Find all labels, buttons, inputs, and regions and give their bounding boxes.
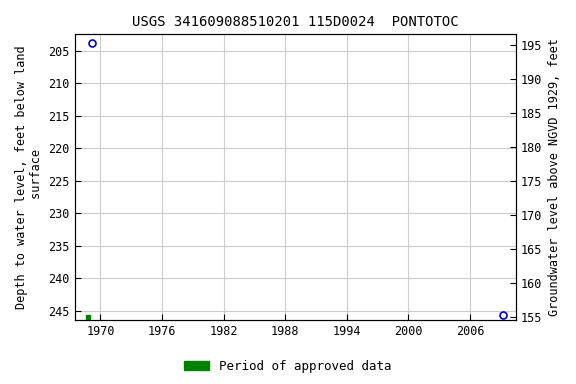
Y-axis label: Depth to water level, feet below land
 surface: Depth to water level, feet below land su…: [15, 46, 43, 309]
Legend: Period of approved data: Period of approved data: [179, 355, 397, 378]
Title: USGS 341609088510201 115D0024  PONTOTOC: USGS 341609088510201 115D0024 PONTOTOC: [132, 15, 459, 29]
Y-axis label: Groundwater level above NGVD 1929, feet: Groundwater level above NGVD 1929, feet: [548, 38, 561, 316]
